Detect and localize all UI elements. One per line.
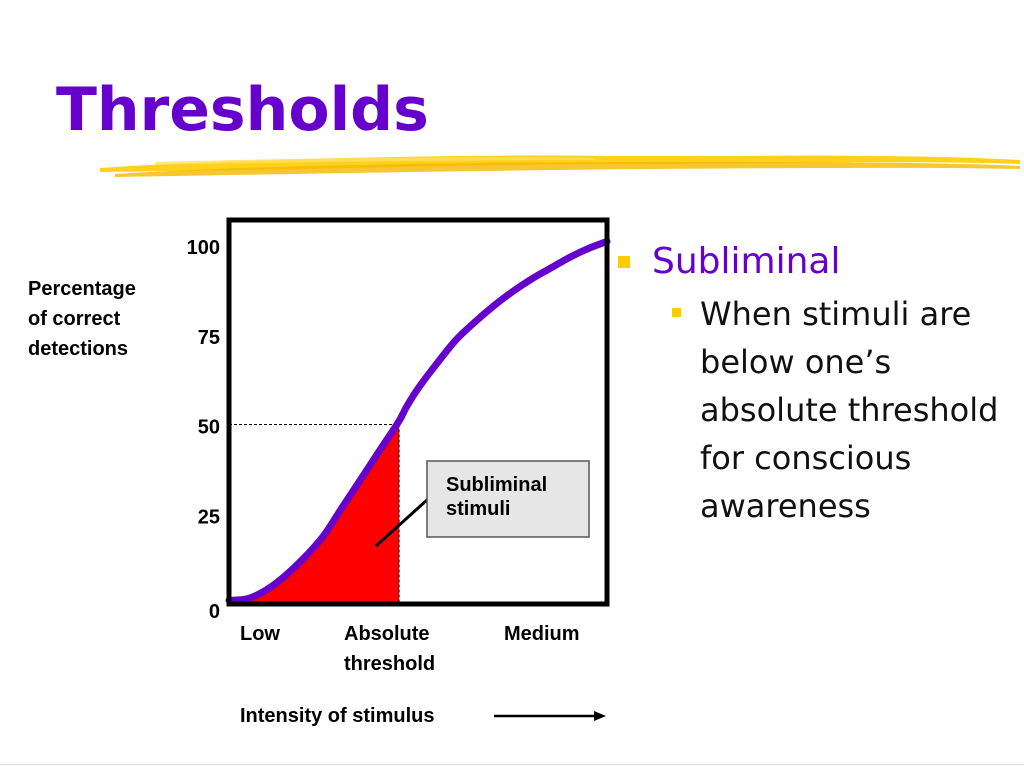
x-tick-labels: Low Absolute threshold Medium: [240, 623, 580, 675]
x-tick-label-line: Medium: [504, 623, 580, 645]
y-tick-label-50: 50: [198, 417, 220, 439]
sub-bullet-definition: When stimuli are below one’s absolute th…: [672, 290, 1018, 530]
swoosh-stroke-2: [115, 162, 1020, 177]
x-tick-label: Medium: [504, 623, 580, 645]
x-axis-arrow-head-icon: [594, 711, 606, 721]
bullet-item-subliminal: Subliminal: [618, 238, 1018, 286]
slide-title: Thresholds: [56, 75, 429, 145]
y-axis-label-text: Percentage of correct detections: [28, 278, 136, 360]
x-tick-label: Absolute threshold: [344, 623, 435, 675]
sub-bullet-text: When stimuli are below one’s absolute th…: [700, 295, 999, 525]
y-tick-label-0: 0: [209, 601, 220, 623]
x-axis-label: Intensity of stimulus: [240, 705, 606, 727]
y-tick-label-75: 75: [198, 327, 220, 349]
swoosh-stroke-3: [155, 157, 595, 165]
plot-area: Subliminal stimuli: [225, 217, 611, 607]
y-axis-label-line: of correct: [28, 308, 121, 330]
y-axis-label-line: Percentage: [28, 278, 136, 300]
y-tick-labels: 0 25 50 75 100: [187, 237, 220, 623]
callout-label-line: stimuli: [446, 498, 510, 520]
bullet-list: Subliminal When stimuli are below one’s …: [618, 238, 1018, 530]
y-axis-label: Percentage of correct detections: [28, 278, 136, 360]
footer-divider: [0, 764, 1024, 765]
plot-frame: [226, 217, 610, 607]
x-tick-label: Low: [240, 623, 280, 645]
x-axis-label-text: Intensity of stimulus: [240, 705, 434, 727]
detection-curve-line: [225, 237, 611, 604]
y-tick-label-100: 100: [187, 237, 220, 259]
subliminal-shaded-region: [229, 420, 400, 604]
square-bullet-icon: [618, 256, 630, 268]
bullet-heading: Subliminal: [652, 241, 841, 282]
y-axis-label-line: detections: [28, 338, 128, 360]
x-tick-label-line: Low: [240, 623, 280, 645]
callout-label: Subliminal stimuli: [446, 474, 547, 520]
x-tick-label-line: Absolute: [344, 623, 430, 645]
square-bullet-icon: [672, 308, 681, 317]
y-tick-label-25: 25: [198, 506, 220, 528]
title-underline-swoosh: [100, 155, 1020, 177]
callout-label-line: Subliminal: [446, 474, 547, 496]
x-tick-label-line: threshold: [344, 653, 435, 675]
callout-box: [426, 460, 590, 538]
